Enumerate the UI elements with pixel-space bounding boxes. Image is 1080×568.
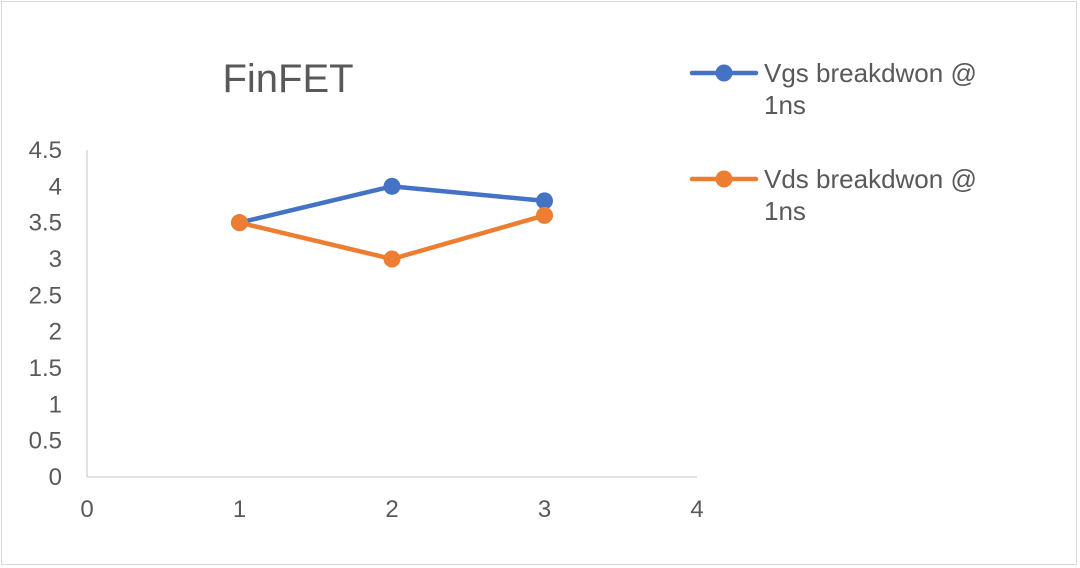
x-tick-label: 2 — [385, 496, 398, 523]
y-tick-label: 0 — [49, 464, 62, 491]
legend-item: Vds breakdwon @1ns — [689, 164, 977, 226]
x-tick-label: 0 — [80, 496, 93, 523]
legend-label: Vgs breakdwon @ — [764, 58, 977, 88]
series-layer — [231, 177, 553, 268]
data-point — [231, 214, 248, 232]
series-2 — [231, 206, 553, 268]
legend-label: Vds breakdwon @ — [764, 164, 977, 194]
x-tick-label: 3 — [538, 496, 551, 523]
series-1 — [231, 177, 553, 232]
y-tick-label: 2 — [49, 319, 62, 346]
y-tick-label: 0.5 — [29, 428, 62, 455]
data-point — [536, 206, 553, 224]
legend-item: Vgs breakdwon @1ns — [689, 58, 977, 120]
y-tick-label: 3 — [49, 246, 62, 273]
y-tick-label: 2.5 — [29, 282, 62, 309]
y-tick-label: 3.5 — [29, 210, 62, 237]
data-point — [383, 250, 401, 268]
y-tick-label: 1 — [49, 391, 62, 418]
data-point — [383, 177, 401, 195]
legend-dot-marker — [715, 64, 733, 82]
y-tick-label: 4.5 — [29, 137, 62, 164]
x-tick-label: 4 — [690, 496, 703, 523]
legend-dot-marker — [715, 170, 733, 188]
chart-title: FinFET — [222, 57, 353, 101]
legend-label: 1ns — [764, 90, 806, 120]
y-tick-label: 1.5 — [29, 355, 62, 382]
legend-label: 1ns — [764, 196, 806, 226]
axes: 0 0.5 1 1.5 2 2.5 3 3.5 4 4.5 0 1 2 3 4 — [29, 137, 704, 523]
data-point — [536, 192, 553, 210]
y-tick-label: 4 — [49, 173, 62, 200]
x-tick-label: 1 — [233, 496, 246, 523]
